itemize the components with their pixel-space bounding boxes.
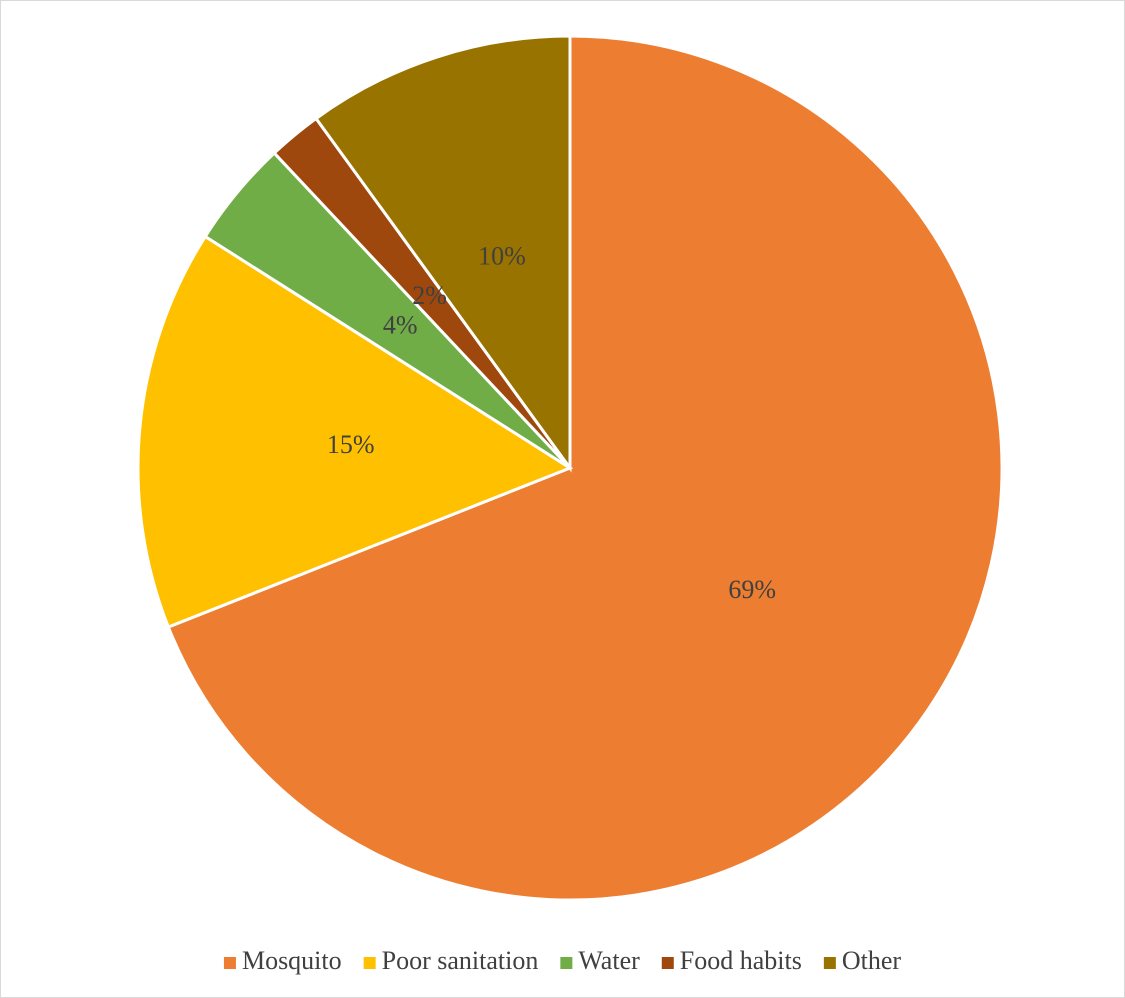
- pie: 69% 15% 4%2% 10%: [138, 36, 1002, 900]
- data-label: 2%: [412, 281, 447, 310]
- legend-item: Poor sanitation: [364, 946, 539, 975]
- data-label: 69%: [728, 575, 776, 604]
- data-label: 10%: [478, 241, 526, 270]
- legend-swatch: [364, 957, 376, 969]
- legend-label: Poor sanitation: [382, 946, 539, 975]
- legend-swatch: [560, 957, 572, 969]
- legend-label: Water: [578, 946, 640, 975]
- chart: 69% 15% 4%2% 10% Mosquito Poor sanitation Wat…: [0, 0, 1125, 998]
- legend-swatch: [824, 957, 836, 969]
- legend-swatch: [662, 957, 674, 969]
- legend-label: Mosquito: [242, 946, 342, 975]
- legend-item: Food habits: [662, 946, 802, 975]
- legend-item: Mosquito: [224, 946, 342, 975]
- data-label: 4%: [383, 311, 418, 340]
- legend-swatch: [224, 957, 236, 969]
- legend-label: Other: [842, 946, 902, 975]
- data-label: 15%: [327, 430, 375, 459]
- legend-label: Food habits: [680, 946, 802, 975]
